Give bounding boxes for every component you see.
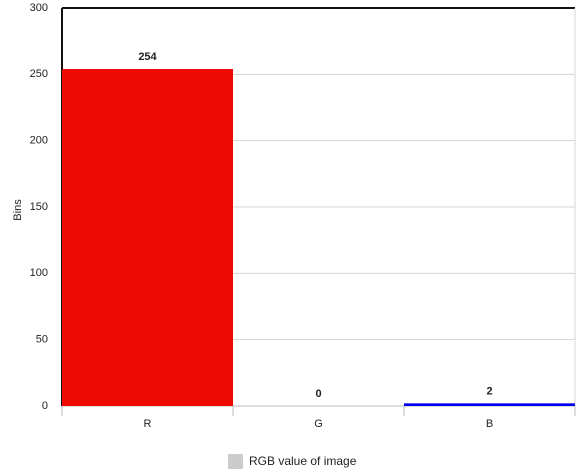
y-tick-label: 0 (42, 400, 48, 412)
bar (62, 69, 233, 406)
y-tick-label: 300 (30, 2, 48, 14)
legend-label: RGB value of image (249, 454, 357, 468)
x-tick-label: B (486, 418, 493, 430)
x-tick-label: R (144, 418, 152, 430)
y-tick-label: 150 (30, 201, 48, 213)
data-label: 2 (486, 385, 492, 397)
bar (404, 403, 575, 406)
y-tick-label: 250 (30, 68, 48, 80)
y-tick-label: 200 (30, 135, 48, 147)
x-tick-label: G (314, 418, 323, 430)
legend-swatch (228, 454, 243, 469)
y-tick-label: 100 (30, 267, 48, 279)
data-label: 254 (138, 51, 157, 63)
data-label: 0 (315, 388, 321, 400)
y-axis-label: Bins (12, 199, 24, 221)
y-tick-label: 50 (36, 334, 48, 346)
